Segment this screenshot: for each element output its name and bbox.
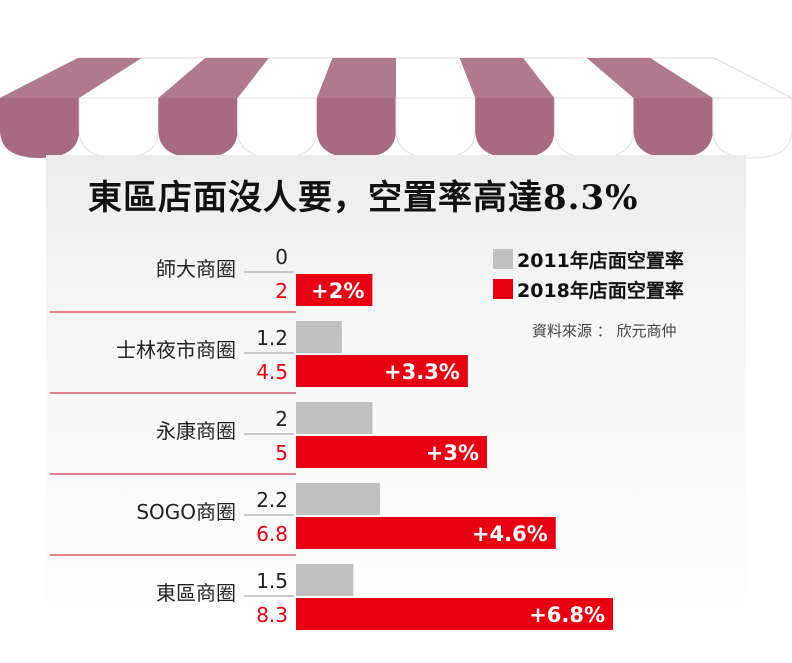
category-label: 師大商圈 xyxy=(156,257,236,281)
bar-2018 xyxy=(296,274,373,306)
category-label: 東區商圈 xyxy=(156,581,236,605)
value-label-2018: 2 xyxy=(275,279,288,303)
category-label: 士林夜市商圈 xyxy=(116,338,236,362)
bar-2011 xyxy=(296,402,373,434)
legend-swatch-2018 xyxy=(493,279,513,299)
category-label: 永康商圈 xyxy=(156,419,236,443)
chart-panel xyxy=(46,155,746,663)
category-label: SOGO商圈 xyxy=(136,500,236,524)
legend-label-2018: 2018年店面空置率 xyxy=(517,279,684,302)
bar-2018 xyxy=(296,355,468,387)
increase-annotation: +3% xyxy=(426,441,479,465)
bar-2018 xyxy=(296,598,614,630)
awning-stripe xyxy=(0,58,142,98)
value-label-2018: 8.3 xyxy=(256,603,288,627)
value-label-2011: 0 xyxy=(275,245,288,269)
legend-swatch-2011 xyxy=(493,249,513,269)
awning-scallop xyxy=(475,98,555,158)
value-label-2018: 5 xyxy=(275,441,288,465)
increase-annotation: +2% xyxy=(311,279,364,303)
source-note: 資料來源 ： 欣元商仲 xyxy=(532,322,677,340)
value-label-2018: 6.8 xyxy=(256,522,288,546)
awning-scallop xyxy=(712,97,792,159)
legend: 2011年店面空置率 2018年店面空置率 xyxy=(493,244,684,304)
legend-label-2011: 2011年店面空置率 xyxy=(517,249,684,272)
awning-stripe xyxy=(316,58,396,98)
bar-2011 xyxy=(296,483,381,515)
value-label-2011: 1.2 xyxy=(256,326,288,350)
value-label-2018: 4.5 xyxy=(256,360,288,384)
legend-item-2011: 2011年店面空置率 xyxy=(493,244,684,274)
increase-annotation: +6.8% xyxy=(529,603,605,627)
value-label-2011: 2 xyxy=(275,407,288,431)
bar-2011 xyxy=(296,564,354,596)
increase-annotation: +4.6% xyxy=(472,522,548,546)
bar-2018 xyxy=(296,436,487,468)
awning-stripe xyxy=(158,58,269,98)
increase-annotation: +3.3% xyxy=(384,360,460,384)
value-label-2011: 1.5 xyxy=(256,569,288,593)
awning-scallop xyxy=(0,98,80,158)
awning-stripe xyxy=(459,58,555,98)
awning-scallop xyxy=(158,98,238,158)
bar-2011 xyxy=(296,321,342,353)
bar-2018 xyxy=(296,517,556,549)
chart-title: 東區店面沒人要，空置率高達8.3% xyxy=(88,178,639,218)
awning xyxy=(0,57,792,159)
awning-scallop xyxy=(316,98,396,158)
value-label-2011: 2.2 xyxy=(256,488,288,512)
awning-stripe xyxy=(586,58,713,98)
awning-scallop xyxy=(633,98,713,158)
legend-item-2018: 2018年店面空置率 xyxy=(493,274,684,304)
